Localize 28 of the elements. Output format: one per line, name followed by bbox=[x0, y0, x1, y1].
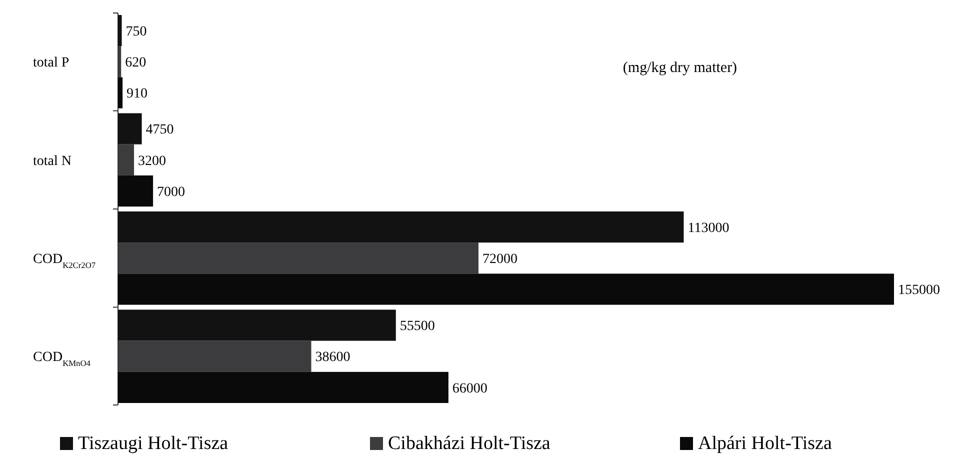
data-label: 620 bbox=[125, 56, 146, 71]
data-label: 55500 bbox=[400, 319, 435, 334]
annotation: (mg/kg dry matter) bbox=[622, 60, 738, 76]
y-tick-label: COD$_{K2Cr2O7}$ bbox=[33, 252, 96, 270]
bar bbox=[118, 15, 122, 46]
bar bbox=[118, 372, 448, 403]
data-label: 155000 bbox=[898, 283, 940, 298]
data-label: 3200 bbox=[138, 154, 166, 169]
legend-label: Tiszaugi Holt-Tisza bbox=[78, 433, 229, 454]
bar bbox=[118, 274, 894, 305]
bar bbox=[118, 310, 396, 341]
legend-label: Alpári Holt-Tisza bbox=[698, 433, 832, 454]
data-label: 72000 bbox=[482, 252, 518, 268]
data-label: 910 bbox=[126, 86, 148, 102]
legend-label: Cibakházi Holt-Tisza bbox=[388, 433, 551, 454]
y-tick-label: COD$_{KMnO4}$ bbox=[33, 350, 92, 368]
data-label: 4750 bbox=[146, 122, 174, 138]
data-label: 38600 bbox=[315, 350, 350, 366]
data-label: 750 bbox=[126, 24, 147, 40]
y-tick-label: total P bbox=[33, 56, 70, 71]
bar bbox=[118, 113, 142, 144]
data-label: 113000 bbox=[688, 220, 730, 236]
data-label: 7000 bbox=[157, 184, 186, 200]
bar bbox=[118, 175, 154, 207]
y-tick-label: total N bbox=[33, 154, 72, 169]
bar bbox=[118, 211, 684, 243]
bar bbox=[118, 77, 123, 108]
data-label: 66000 bbox=[452, 381, 488, 396]
